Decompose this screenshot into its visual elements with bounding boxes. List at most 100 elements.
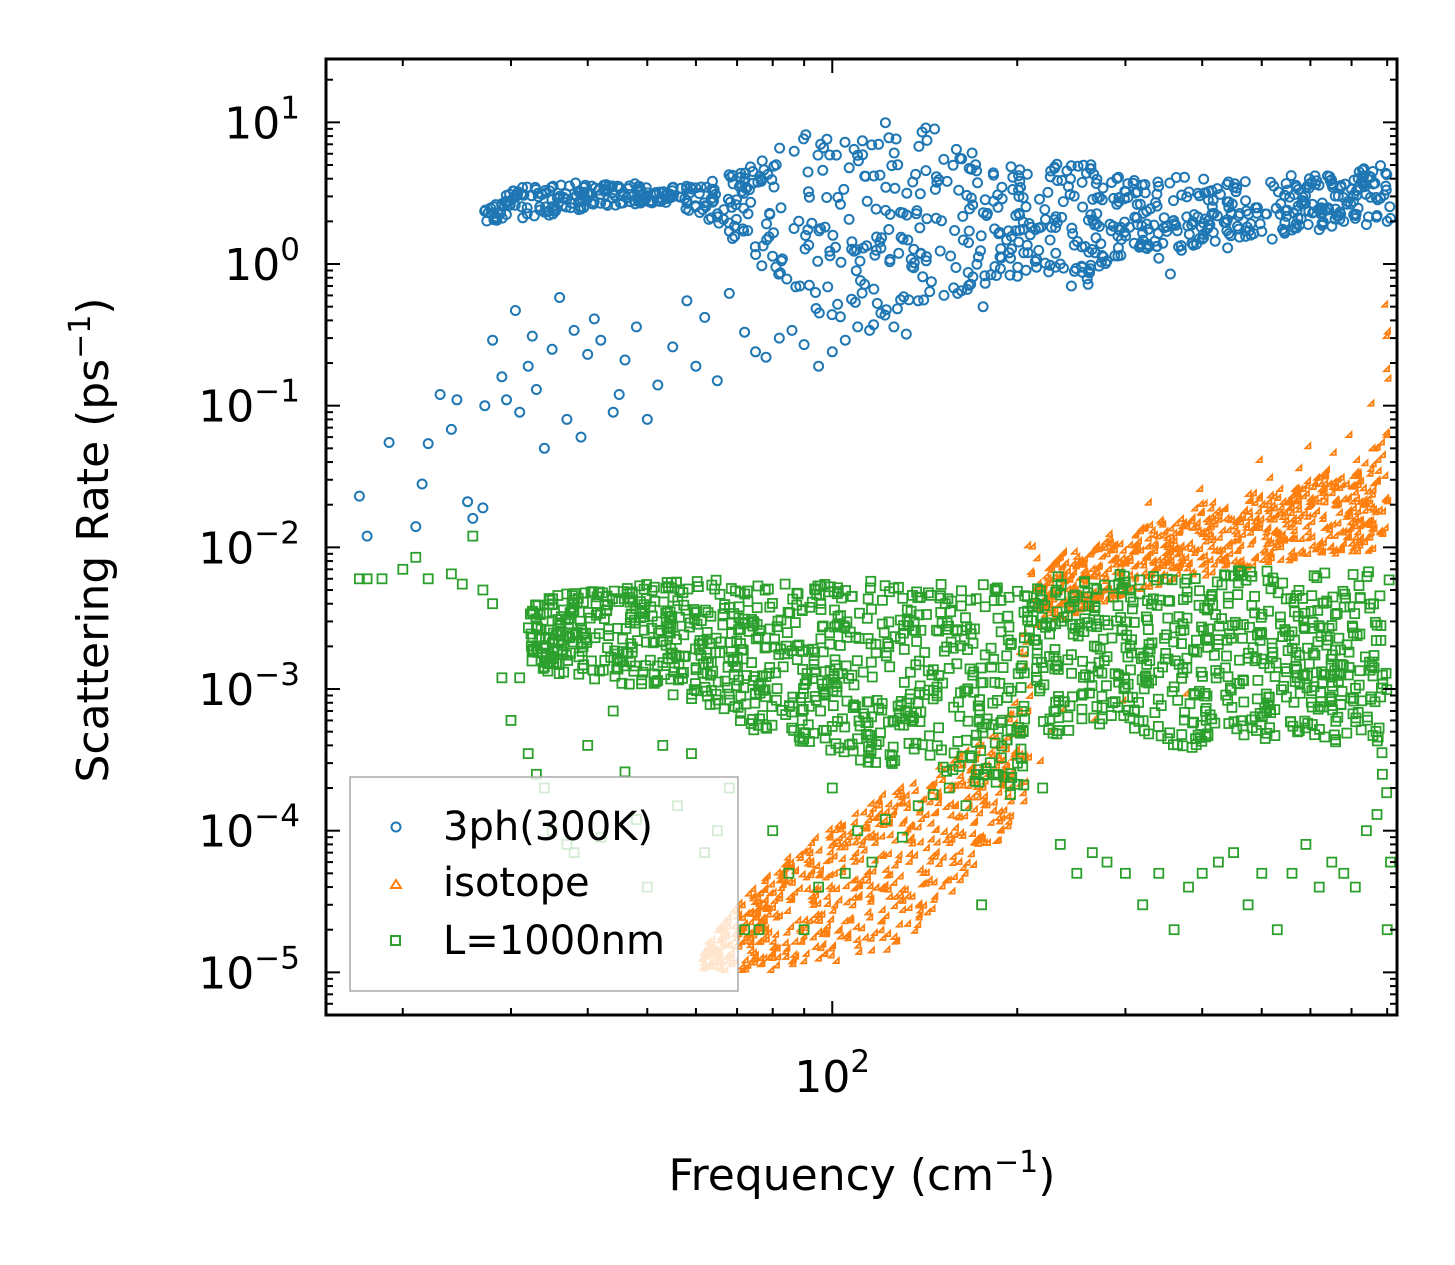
legend-label-l1000nm: L=1000nm	[443, 918, 665, 964]
data-point	[1242, 652, 1254, 664]
data-point	[857, 149, 869, 161]
data-point	[851, 921, 860, 930]
data-point	[753, 903, 762, 912]
data-point	[613, 596, 625, 607]
data-point	[522, 360, 534, 372]
data-point	[1269, 542, 1278, 551]
data-point	[1321, 630, 1333, 642]
data-point	[941, 835, 950, 844]
data-point	[913, 822, 922, 831]
data-point	[790, 866, 800, 875]
data-point	[881, 911, 890, 920]
data-point	[1188, 645, 1200, 657]
data-point	[1160, 648, 1172, 659]
data-point	[1113, 196, 1125, 208]
data-point	[807, 643, 819, 655]
data-point	[904, 856, 913, 865]
data-point	[1380, 493, 1390, 502]
data-point	[1368, 650, 1380, 661]
data-point	[810, 584, 821, 596]
data-point	[786, 921, 795, 931]
data-point	[1278, 511, 1287, 520]
data-point	[584, 612, 596, 624]
data-point	[701, 647, 713, 658]
data-point	[865, 575, 877, 587]
data-point	[1330, 494, 1340, 504]
data-point	[573, 204, 585, 216]
data-point	[1069, 589, 1081, 601]
data-point	[1210, 519, 1219, 528]
data-point	[1348, 503, 1357, 512]
data-point	[1224, 514, 1233, 523]
data-point	[1359, 537, 1369, 546]
data-point	[1168, 215, 1180, 226]
data-point	[1196, 508, 1205, 517]
data-point	[538, 206, 550, 218]
data-point	[714, 588, 726, 600]
data-point	[956, 751, 968, 762]
data-point	[1265, 472, 1274, 481]
data-point	[811, 909, 820, 918]
data-point	[599, 655, 611, 666]
data-point	[1311, 572, 1323, 584]
data-point	[1331, 608, 1343, 619]
data-point	[883, 641, 895, 653]
data-point	[609, 645, 620, 657]
data-point	[993, 723, 1004, 735]
data-point	[1208, 497, 1217, 506]
data-point	[723, 688, 735, 700]
data-point	[630, 617, 641, 629]
data-point	[422, 573, 434, 585]
data-point	[810, 303, 822, 314]
data-point	[1045, 165, 1057, 177]
data-point	[1337, 585, 1349, 597]
data-point	[1125, 555, 1134, 564]
data-point	[809, 666, 821, 678]
data-point	[1228, 536, 1237, 545]
data-point	[462, 496, 474, 508]
data-point	[846, 915, 855, 924]
data-point	[699, 311, 711, 323]
data-point	[1153, 721, 1164, 732]
data-point	[904, 835, 913, 844]
data-point	[1018, 667, 1030, 679]
data-point	[767, 902, 777, 911]
data-point	[1317, 547, 1327, 556]
data-point	[1276, 554, 1285, 563]
data-point	[794, 883, 803, 892]
data-point	[514, 406, 526, 418]
data-point	[1381, 330, 1390, 340]
data-point	[873, 138, 885, 150]
data-point	[1355, 724, 1367, 736]
data-point	[1214, 188, 1226, 200]
data-point	[522, 748, 534, 759]
data-point	[1076, 176, 1088, 188]
data-point	[1172, 549, 1181, 558]
data-point	[1341, 727, 1353, 739]
data-point	[1382, 429, 1391, 438]
data-point	[686, 688, 698, 700]
data-point	[1020, 776, 1029, 785]
data-point	[813, 881, 824, 893]
data-point	[956, 585, 967, 597]
data-point	[1214, 532, 1223, 541]
data-point	[495, 207, 507, 219]
data-point	[1237, 529, 1246, 538]
data-point	[737, 936, 746, 946]
data-point	[531, 620, 542, 632]
data-point	[911, 205, 923, 217]
data-point	[832, 838, 842, 847]
data-point	[973, 792, 982, 801]
data-point	[1079, 613, 1091, 625]
data-point	[768, 936, 777, 945]
data-point	[810, 287, 821, 298]
data-point	[878, 627, 890, 638]
data-point	[1271, 924, 1283, 936]
data-point	[999, 805, 1008, 814]
data-point	[868, 803, 877, 812]
data-point	[877, 789, 886, 798]
data-point	[1133, 716, 1145, 727]
data-point	[880, 181, 892, 193]
data-point	[914, 188, 926, 200]
y-tick-label: 10−5	[198, 940, 300, 999]
